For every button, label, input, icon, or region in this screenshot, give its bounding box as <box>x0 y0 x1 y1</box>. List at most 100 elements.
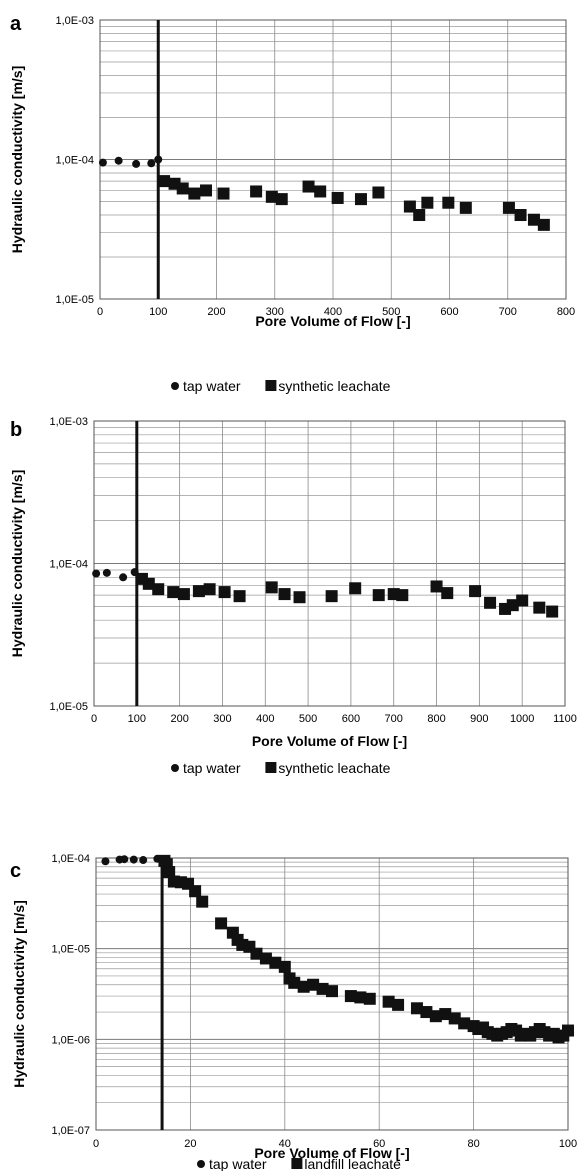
leachate-point <box>441 587 454 600</box>
y-tick-label: 1,0E-05 <box>49 701 88 713</box>
leachate-point <box>250 947 263 960</box>
leachate-point <box>233 590 246 603</box>
leachate-point <box>469 585 482 598</box>
leachate-point <box>316 982 329 995</box>
leachate-point <box>288 976 301 989</box>
leachate-point <box>421 196 434 209</box>
x-tick-label: 300 <box>213 713 231 725</box>
legend-label: tap water <box>183 378 241 394</box>
leachate-point <box>302 180 315 193</box>
leachate-point <box>314 185 327 198</box>
leachate-point <box>331 191 344 204</box>
x-tick-label: 400 <box>324 306 342 318</box>
x-tick-label: 800 <box>427 713 445 725</box>
leachate-point <box>506 599 519 612</box>
leachate-point <box>265 581 278 594</box>
tap-water-point <box>132 159 141 168</box>
leachate-point <box>430 580 443 593</box>
leachate-point <box>484 596 497 609</box>
legend-square-marker <box>265 762 277 773</box>
x-tick-label: 60 <box>373 1138 385 1150</box>
leachate-point <box>297 980 310 993</box>
leachate-point <box>372 589 385 602</box>
y-axis-title: Hydraulic conductivity [m/s] <box>9 66 25 253</box>
x-tick-label: 1100 <box>553 713 577 725</box>
panel-c: 1,0E-07 1,0E-06 1,0E-05 1,0E-04 0 20 40 60 80 100… <box>10 853 577 1171</box>
legend: tap water synthetic leachate <box>171 760 391 776</box>
x-tick-label: 40 <box>279 1138 291 1150</box>
leachate-point <box>546 605 559 618</box>
leachate-point <box>269 956 282 969</box>
y-tick-label: 1,0E-04 <box>55 155 94 167</box>
leachate-point <box>429 1010 442 1023</box>
tap-water-point <box>129 855 138 864</box>
x-axis-title: Pore Volume of Flow [-] <box>255 313 410 329</box>
x-tick-label: 200 <box>170 713 188 725</box>
tap-water-point <box>92 569 101 578</box>
leachate-point <box>192 585 205 598</box>
leachate-point <box>188 187 201 200</box>
y-tick-label: 1,0E-05 <box>51 944 90 956</box>
leachate-point <box>459 201 472 214</box>
y-axis-title: Hydraulic conductivity [m/s] <box>9 470 25 657</box>
leachate-point <box>372 186 385 199</box>
leachate-point <box>163 866 176 879</box>
leachate-point <box>217 187 230 200</box>
panel-letter: a <box>10 13 22 35</box>
leachate-point <box>265 190 278 203</box>
leachate-point <box>354 193 367 206</box>
leachate-point <box>176 182 189 195</box>
leachate-point <box>259 952 272 965</box>
plot-frame <box>99 19 567 300</box>
tap-water-point <box>101 857 110 866</box>
plot-frame <box>93 420 566 707</box>
leachate-point <box>189 885 202 898</box>
tap-water-point <box>147 159 156 168</box>
leachate-point <box>363 992 376 1005</box>
tap-water-point <box>114 156 123 165</box>
leachate-point <box>396 589 409 602</box>
legend-label: synthetic leachate <box>278 378 390 394</box>
x-tick-label: 200 <box>207 306 225 318</box>
panel-letter: b <box>10 419 22 441</box>
leachate-point <box>410 1002 423 1015</box>
leachate-point <box>177 588 190 601</box>
x-tick-label: 500 <box>299 713 317 725</box>
leachate-point <box>203 583 216 596</box>
leachate-point <box>516 594 529 607</box>
y-tick-label: 1,0E-05 <box>55 294 94 306</box>
x-tick-label: 300 <box>266 306 284 318</box>
leachate-point <box>502 201 515 214</box>
leachate-point <box>326 985 338 998</box>
legend-circle-marker <box>171 764 179 772</box>
leachate-point <box>533 601 546 614</box>
x-tick-label: 100 <box>559 1138 577 1150</box>
y-tick-label: 1,0E-03 <box>49 416 88 428</box>
panel-a: 1,0E-05 1,0E-04 1,0E-03 0 100 200 300 400 500 600… <box>9 13 575 394</box>
x-axis-title: Pore Volume of Flow [-] <box>254 1145 409 1161</box>
legend-circle-marker <box>197 1160 205 1168</box>
x-tick-label: 900 <box>470 713 488 725</box>
leachate-point <box>439 1008 452 1021</box>
leachate-point <box>275 193 288 206</box>
leachate-point <box>413 209 426 222</box>
x-tick-label: 600 <box>440 306 458 318</box>
leachate-point <box>250 185 263 198</box>
leachate-point <box>167 586 180 599</box>
x-tick-label: 0 <box>97 306 103 318</box>
y-tick-label: 1,0E-06 <box>51 1034 90 1046</box>
leachate-point <box>349 582 362 595</box>
leachate-point <box>293 591 306 604</box>
tap-water-point <box>102 568 111 577</box>
leachate-point <box>278 588 291 601</box>
tap-water-point <box>139 856 148 865</box>
x-tick-label: 0 <box>93 1138 99 1150</box>
leachate-point <box>218 586 231 599</box>
leachate-point <box>392 998 405 1011</box>
x-tick-label: 1000 <box>510 713 534 725</box>
x-tick-label: 100 <box>149 306 167 318</box>
tap-water-point <box>120 855 129 864</box>
y-tick-label: 1,0E-04 <box>51 853 90 865</box>
tap-water-point <box>98 158 107 167</box>
